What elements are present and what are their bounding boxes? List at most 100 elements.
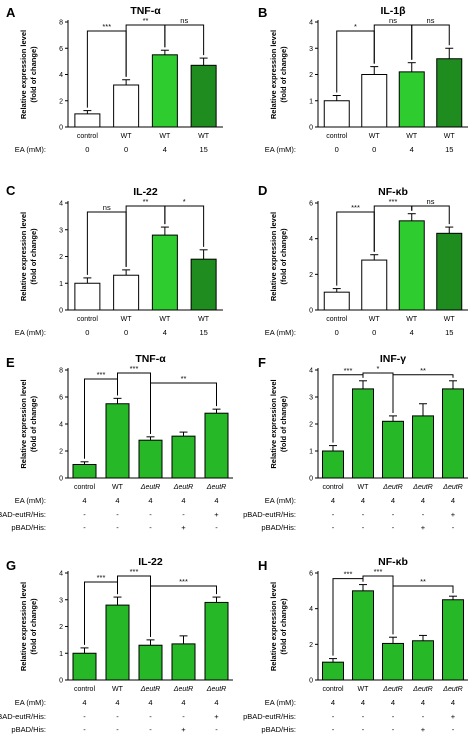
category-label: WT xyxy=(358,686,370,693)
ea-row-label: EA (mM): xyxy=(15,496,46,505)
bar xyxy=(322,661,344,681)
bar xyxy=(412,415,434,479)
pbad-his-value: - xyxy=(149,725,152,734)
bar xyxy=(74,282,101,311)
significance-label: ns xyxy=(427,16,435,25)
category-label: ΔeutR xyxy=(140,686,160,693)
bar xyxy=(436,232,463,311)
bar xyxy=(105,403,130,479)
significance-label: ns xyxy=(180,16,188,25)
category-label: ΔeutR xyxy=(382,686,402,693)
significance-label: *** xyxy=(130,567,139,576)
category-label: WT xyxy=(444,133,456,140)
ea-value: 4 xyxy=(115,496,119,505)
y-tick-label: 2 xyxy=(309,272,313,279)
bar xyxy=(352,590,374,681)
ea-value: 4 xyxy=(391,698,395,707)
panel-letter: G xyxy=(6,558,16,573)
ea-value: 0 xyxy=(372,328,376,337)
y-axis-label: Relative expression level xyxy=(269,30,278,119)
pbad-eutr-row-label: pBAD-eutR/His: xyxy=(243,510,296,519)
bar xyxy=(322,450,344,479)
panel-f: F INF-γ Relative expression level (fold of … xyxy=(243,353,468,532)
pbad-his-value: - xyxy=(392,725,395,734)
bar xyxy=(138,439,163,479)
pbad-his-row-label: pBAD/His: xyxy=(261,725,296,734)
bar xyxy=(382,642,404,681)
pbad-eutr-value: - xyxy=(362,712,365,721)
pbad-eutr-value: - xyxy=(362,510,365,519)
ea-value: 4 xyxy=(163,145,167,154)
significance-label: ** xyxy=(143,197,149,206)
y-tick-label: 4 xyxy=(59,201,63,208)
y-tick-label: 0 xyxy=(309,678,313,685)
bar xyxy=(171,643,196,681)
ea-value: 4 xyxy=(148,698,152,707)
pbad-his-value: + xyxy=(421,725,426,734)
ea-value: 15 xyxy=(445,145,453,154)
pbad-his-value: - xyxy=(83,725,86,734)
pbad-his-value: + xyxy=(421,523,426,532)
category-label: control xyxy=(326,316,347,323)
pbad-eutr-value: - xyxy=(392,712,395,721)
category-label: ΔeutR xyxy=(442,484,462,491)
y-axis-label: Relative expression level xyxy=(269,582,278,671)
pbad-eutr-value: - xyxy=(83,712,86,721)
ea-value: 4 xyxy=(214,496,218,505)
panel-g: G IL-22 Relative expression level (fold of … xyxy=(0,556,233,734)
pbad-his-value: - xyxy=(116,523,119,532)
ea-value: 4 xyxy=(82,698,86,707)
pbad-eutr-value: - xyxy=(116,712,119,721)
category-label: ΔeutR xyxy=(412,484,432,491)
significance-bracket xyxy=(373,24,413,64)
y-tick-label: 8 xyxy=(59,20,63,27)
ea-value: 15 xyxy=(199,328,207,337)
ea-value: 0 xyxy=(335,328,339,337)
y-axis-label-units: (fold of change) xyxy=(279,598,288,655)
pbad-his-row-label: pBAD/His: xyxy=(11,523,46,532)
bar xyxy=(72,652,97,681)
ea-value: 4 xyxy=(421,698,425,707)
pbad-eutr-value: - xyxy=(83,510,86,519)
category-label: ΔeutR xyxy=(173,484,193,491)
panel-d: D NF-κb Relative expression level (fold of … xyxy=(258,183,468,337)
ea-value: 4 xyxy=(331,698,335,707)
ea-value: 4 xyxy=(181,496,185,505)
bar xyxy=(72,464,97,479)
y-tick-label: 4 xyxy=(309,20,313,27)
significance-bracket xyxy=(392,585,454,635)
pbad-eutr-value: + xyxy=(214,510,219,519)
y-tick-label: 1 xyxy=(309,449,313,456)
bar xyxy=(382,420,404,479)
ea-value: 4 xyxy=(82,496,86,505)
panel-letter: C xyxy=(6,183,16,198)
pbad-eutr-value: - xyxy=(422,712,425,721)
bar xyxy=(323,291,350,311)
ea-value: 15 xyxy=(445,328,453,337)
category-label: control xyxy=(74,484,95,491)
ea-value: 0 xyxy=(85,145,89,154)
category-label: control xyxy=(322,484,343,491)
ea-value: 4 xyxy=(361,496,365,505)
bar xyxy=(361,74,388,128)
ea-value: 0 xyxy=(372,145,376,154)
significance-bracket xyxy=(411,24,450,60)
category-label: WT xyxy=(112,686,124,693)
y-tick-label: 2 xyxy=(309,422,313,429)
bar xyxy=(361,259,388,311)
y-tick-label: 3 xyxy=(309,395,313,402)
panel-c: C IL-22 Relative expression level (fold of … xyxy=(6,183,223,337)
y-axis-label-units: (fold of change) xyxy=(279,46,288,103)
y-tick-label: 6 xyxy=(309,201,313,208)
y-tick-label: 0 xyxy=(309,125,313,132)
ea-value: 15 xyxy=(199,145,207,154)
significance-bracket xyxy=(164,205,205,247)
y-tick-label: 0 xyxy=(59,476,63,483)
category-label: WT xyxy=(406,133,418,140)
y-axis-label-units: (fold of change) xyxy=(279,395,288,452)
pbad-his-value: + xyxy=(181,523,186,532)
category-label: ΔeutR xyxy=(140,484,160,491)
y-tick-label: 6 xyxy=(59,395,63,402)
ea-row-label: EA (mM): xyxy=(15,698,46,707)
